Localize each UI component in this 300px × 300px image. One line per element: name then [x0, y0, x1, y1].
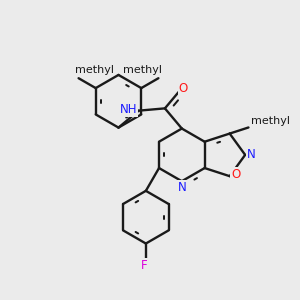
Text: N: N — [247, 148, 255, 161]
Text: O: O — [178, 82, 188, 95]
Text: NH: NH — [120, 103, 138, 116]
Text: methyl: methyl — [123, 65, 162, 75]
Text: methyl: methyl — [251, 116, 290, 125]
Text: O: O — [231, 168, 240, 181]
Text: N: N — [178, 181, 186, 194]
Text: F: F — [141, 259, 147, 272]
Text: methyl: methyl — [75, 65, 114, 75]
